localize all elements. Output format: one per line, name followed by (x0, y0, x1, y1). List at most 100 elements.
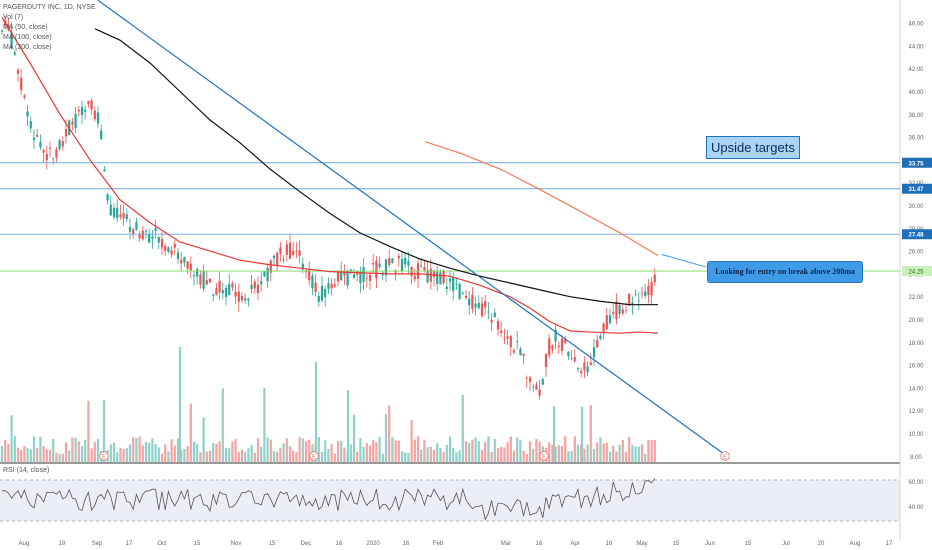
volume-bar (580, 407, 584, 462)
candle-body (192, 275, 196, 277)
candle-body (394, 270, 397, 273)
candle-body (26, 111, 29, 117)
volume-bar (77, 441, 80, 462)
volume-bar (173, 445, 176, 462)
volume-bar (260, 446, 263, 462)
candle-body (199, 274, 202, 285)
candle-body (554, 329, 557, 342)
candle-body (23, 95, 26, 98)
candle-body (48, 148, 52, 150)
volume-bar (631, 444, 634, 462)
legend-ma50: MA (50, close) (3, 24, 48, 31)
volume-bar (557, 444, 560, 462)
volume-bar (490, 452, 493, 462)
candle-body (551, 345, 554, 350)
volume-bar (314, 362, 318, 462)
volume-bar (224, 447, 228, 462)
current-price-label: 24.25 (908, 270, 924, 276)
volume-bar (125, 447, 128, 462)
x-tick-label: Sep (92, 541, 103, 547)
ma200-line (424, 141, 659, 257)
volume-bar (500, 447, 503, 462)
volume-bar (96, 439, 100, 462)
volume-bar (429, 446, 432, 462)
candle-body (586, 366, 589, 373)
volume-bar (596, 442, 599, 462)
candle-body (224, 287, 228, 298)
volume-bar (468, 442, 471, 462)
candle-body (314, 282, 317, 293)
candle-body (458, 283, 461, 299)
earnings-marker-label: E (312, 455, 316, 461)
upside-targets-label[interactable]: Upside targets (706, 136, 800, 159)
y-tick-label: 22.00 (908, 295, 924, 301)
volume-bar (471, 439, 474, 462)
entry-callout[interactable]: Looking for entry on break above 200ma (707, 261, 863, 283)
candle-body (612, 311, 615, 314)
earnings-marker-icon (99, 451, 109, 461)
volume-bar (644, 453, 647, 462)
volume-bar (10, 415, 13, 462)
candle-body (100, 130, 103, 140)
rsi-tick-label: 40.00 (908, 505, 924, 511)
x-tick-label: 16 (606, 541, 613, 547)
volume-bar (423, 440, 426, 462)
candle-body (301, 263, 304, 270)
chart-legend: PAGERDUTY INC, 1D, NYSE Vol (7) MA (50, … (3, 3, 96, 53)
volume-bar (442, 451, 445, 462)
candle-body (186, 261, 189, 269)
candle-body (269, 260, 272, 273)
candle-body (292, 250, 295, 255)
volume-bar (215, 443, 218, 462)
descending-trendline (97, 0, 725, 455)
volume-bar (455, 452, 458, 462)
volume-bar (148, 442, 151, 462)
candle-body (132, 229, 135, 235)
candle-body (308, 270, 311, 281)
volume-bar (178, 347, 182, 462)
candle-body (650, 281, 653, 296)
x-tick-label: May (636, 541, 647, 547)
target-price-label: 31.47 (908, 187, 924, 193)
candle-body (295, 250, 298, 252)
volume-bar (528, 441, 532, 462)
candle-body (285, 244, 288, 255)
volume-bar (16, 447, 20, 462)
callout-pointer (661, 254, 707, 268)
candle-body (183, 257, 186, 263)
candle-body (151, 236, 154, 239)
y-tick-label: 18.00 (908, 341, 924, 347)
volume-bar (474, 437, 477, 462)
candle-body (349, 269, 352, 271)
x-tick-label: 2020 (366, 541, 380, 547)
volume-bar (397, 440, 400, 462)
volume-bar (151, 438, 154, 462)
volume-bar (295, 452, 298, 462)
volume-bar (132, 437, 135, 462)
candle-body (263, 271, 266, 277)
candle-body (503, 338, 506, 340)
volume-bar (608, 451, 612, 462)
candle-body (84, 109, 87, 112)
candle-body (605, 315, 608, 329)
y-tick-label: 10.00 (908, 432, 924, 438)
volume-bar (192, 441, 196, 462)
volume-bar (512, 450, 516, 462)
volume-bar (407, 452, 410, 462)
volume-bar (109, 444, 112, 462)
volume-bar (52, 439, 55, 462)
candle-body (36, 134, 39, 137)
x-tick-label: 15 (673, 541, 680, 547)
candle-body (164, 245, 167, 251)
candle-body (535, 384, 538, 390)
volume-bar (119, 447, 122, 462)
candle-body (509, 335, 512, 348)
volume-bar (288, 446, 292, 462)
volume-bar (154, 443, 157, 462)
volume-bar (394, 440, 397, 462)
candle-body (532, 386, 535, 388)
candle-body (189, 263, 192, 271)
volume-bar (93, 442, 96, 462)
volume-bar (592, 449, 596, 462)
